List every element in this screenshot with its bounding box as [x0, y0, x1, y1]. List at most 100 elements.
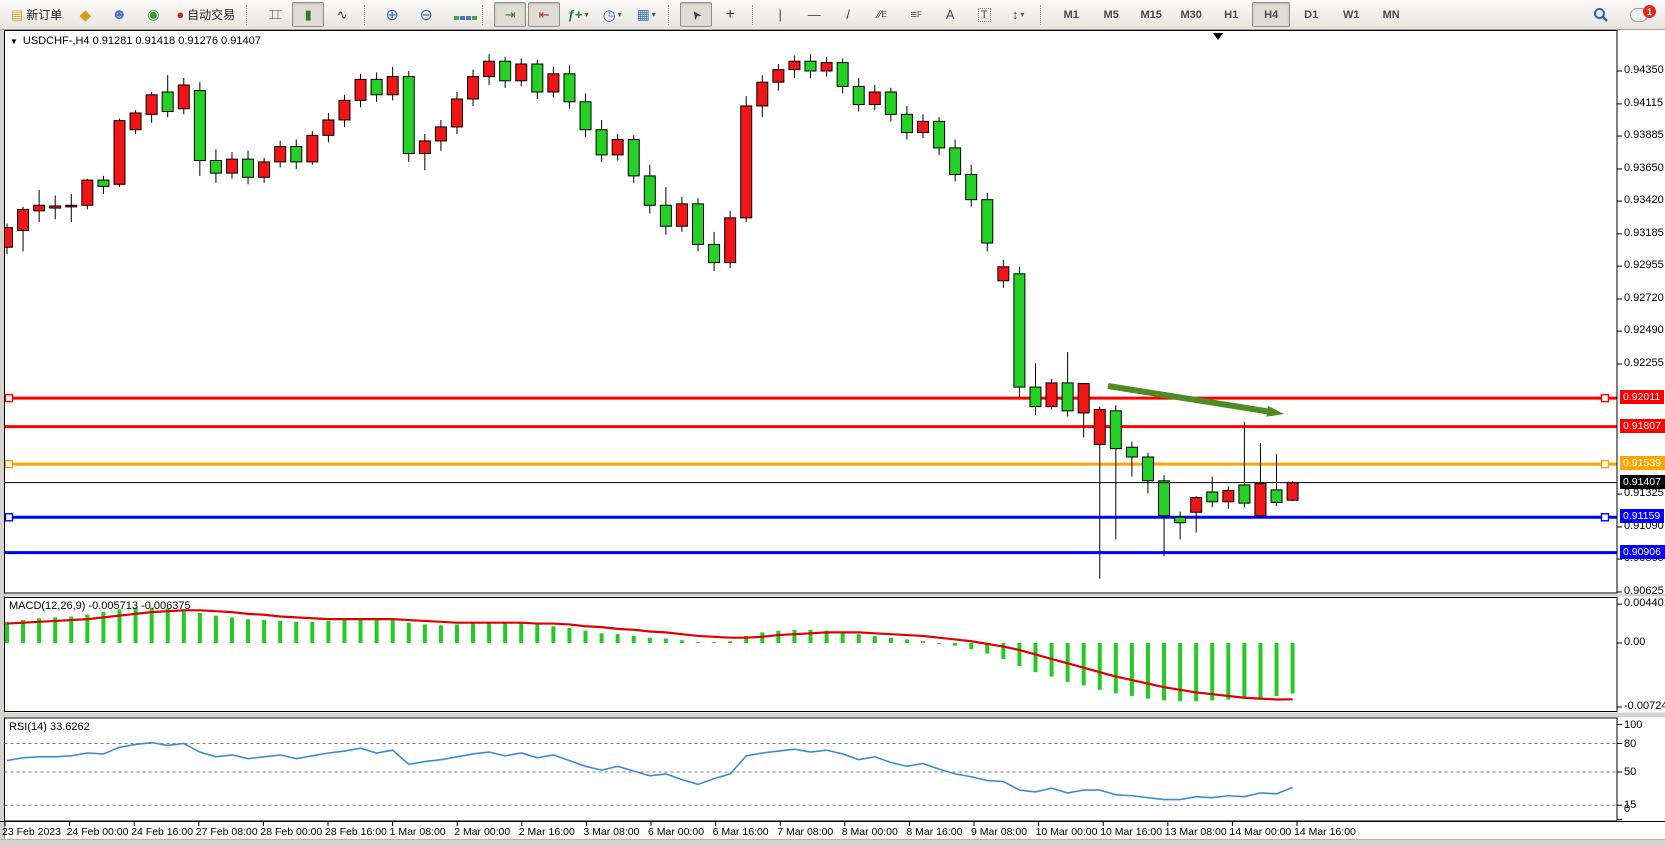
macd-bar [406, 622, 411, 643]
line-anchor-handle[interactable] [1600, 513, 1610, 522]
collapse-triangle-icon[interactable]: ▼ [10, 37, 18, 46]
templates-button[interactable]: ▦ ▾ [630, 2, 662, 27]
time-axis-label: 13 Mar 08:00 [1164, 826, 1227, 838]
candlestick-chart-button[interactable]: ▮ [292, 2, 325, 27]
chevron-down-icon: ▾ [584, 10, 589, 19]
profile-button[interactable]: ☻ [103, 2, 135, 27]
arrows-tool-button[interactable]: ↕ ▾ [1002, 2, 1034, 27]
tile-windows-button[interactable] [444, 2, 477, 27]
line-chart-button[interactable]: ∿ [326, 2, 358, 27]
timeframe-m1-button[interactable]: M1 [1063, 8, 1079, 21]
macd-bar [1178, 643, 1183, 702]
macd-bar [1145, 643, 1150, 699]
candle-body [177, 84, 190, 110]
add-indicator-button[interactable]: ƒ+ ▾ [562, 2, 594, 27]
candle-body [1109, 410, 1122, 450]
cursor-tool-button[interactable]: ➤ [680, 2, 713, 27]
price-axis-tick: 0.93885 [1624, 129, 1664, 142]
candle-body [370, 78, 383, 96]
line-anchor-handle[interactable] [5, 393, 14, 403]
channel-tool-button[interactable]: ∕∕ E [866, 2, 898, 27]
level-price-label[interactable]: 0.91539 [1620, 456, 1665, 471]
vertical-line-tool-button[interactable]: | [764, 2, 796, 27]
price-axis-tick: 0.92720 [1624, 291, 1664, 304]
candle-body [1270, 489, 1283, 503]
level-price-label[interactable]: 0.91807 [1620, 418, 1665, 433]
macd-axis-tick: -0.007249 [1624, 700, 1665, 712]
text-tool-button[interactable]: A [934, 2, 966, 27]
chart-symbol-title[interactable]: ▼ USDCHF-,H4 0.91281 0.91418 0.91276 0.91… [10, 35, 261, 47]
channel-icon: ∕∕ [877, 8, 882, 21]
chart-canvas[interactable] [0, 30, 1665, 845]
search-button[interactable] [1585, 2, 1617, 27]
candle-body [675, 203, 688, 227]
trend-arrow[interactable] [1107, 383, 1268, 415]
price-axis-tick: 0.91325 [1624, 487, 1664, 500]
timeframe-h1-button[interactable]: H1 [1224, 8, 1239, 21]
line-anchor-handle[interactable] [1600, 393, 1610, 403]
macd-bar [1258, 643, 1263, 698]
horizontal-line-tool-button[interactable]: — [798, 2, 830, 27]
candle-body [306, 134, 319, 163]
macd-bar [1194, 643, 1199, 702]
macd-bar [631, 635, 636, 643]
toolbar-separator [1040, 4, 1046, 25]
candle-body [1158, 480, 1171, 517]
fibonacci-tool-button[interactable]: ≡ F [900, 2, 932, 27]
macd-bar [744, 635, 749, 643]
new-order-button[interactable]: ▤ 新订单 [6, 2, 67, 27]
level-price-label[interactable]: 0.92011 [1620, 390, 1665, 405]
candle-body [965, 173, 978, 201]
candle-body [1045, 382, 1058, 408]
line-anchor-handle[interactable] [5, 459, 14, 469]
text-label-tool-button[interactable]: T [968, 2, 1000, 27]
candle-body [209, 160, 222, 174]
ohlc-readout: USDCHF-,H4 0.91281 0.91418 0.91276 0.914… [22, 35, 261, 47]
timeframe-m30-button[interactable]: M30 [1180, 8, 1202, 21]
price-axis-tick: 0.92255 [1624, 357, 1664, 369]
timeframe-m15-button[interactable]: M15 [1140, 8, 1162, 21]
macd-bar [117, 609, 122, 643]
timeframe-h4-button[interactable]: H4 [1252, 2, 1291, 27]
autotrading-button[interactable]: ● 自动交易 [171, 2, 240, 27]
market-watch-button[interactable]: ◆ [69, 2, 101, 27]
timeframe-m5-button[interactable]: M5 [1103, 8, 1119, 21]
candle-body [836, 62, 849, 87]
bar-chart-button[interactable]: ⌶⌶ [258, 2, 290, 27]
candle-body [258, 161, 271, 178]
periods-button[interactable]: ◷ ▾ [596, 2, 628, 27]
zoom-in-button[interactable]: ⊕ [376, 2, 408, 27]
timeframe-mn-button[interactable]: MN [1382, 8, 1400, 21]
price-axis-tick: 0.94350 [1624, 64, 1664, 76]
tile-windows-icon [453, 9, 477, 20]
search-icon [1594, 7, 1608, 22]
macd-bar [149, 607, 154, 643]
level-price-label[interactable]: 0.90906 [1620, 544, 1665, 559]
auto-scroll-button[interactable]: ⇥ [494, 2, 527, 27]
time-axis-label: 6 Mar 16:00 [712, 826, 769, 838]
timeframe-d1-button[interactable]: D1 [1304, 8, 1319, 21]
candle-body [1029, 386, 1042, 408]
notifications-button[interactable]: 1 [1619, 2, 1659, 27]
macd-bar [181, 609, 186, 643]
chart-shift-button[interactable]: ⇤ [528, 2, 561, 27]
macd-bar [904, 639, 909, 643]
zoom-out-button[interactable]: ⊖ [410, 2, 442, 27]
trendline-tool-button[interactable]: / [832, 2, 864, 27]
candle-body [708, 243, 721, 264]
level-price-label[interactable]: 0.91159 [1620, 509, 1665, 524]
line-anchor-handle[interactable] [5, 513, 14, 522]
macd-bar [937, 643, 942, 644]
candle-body [772, 69, 785, 83]
chevron-down-icon: ▾ [617, 10, 622, 19]
timeframe-w1-button[interactable]: W1 [1342, 8, 1360, 21]
line-anchor-handle[interactable] [1600, 459, 1610, 469]
signals-button[interactable]: ◉ [137, 2, 169, 27]
trend-arrow-head[interactable] [1266, 405, 1284, 417]
crosshair-tool-button[interactable]: + [714, 2, 746, 27]
chevron-down-icon: ▾ [1020, 10, 1025, 19]
macd-bar [888, 637, 893, 643]
macd-bar [1290, 643, 1295, 694]
macd-axis-tick: 0.004401 [1624, 597, 1665, 610]
chart-window[interactable]: ▼ USDCHF-,H4 0.91281 0.91418 0.91276 0.91… [0, 30, 1665, 846]
